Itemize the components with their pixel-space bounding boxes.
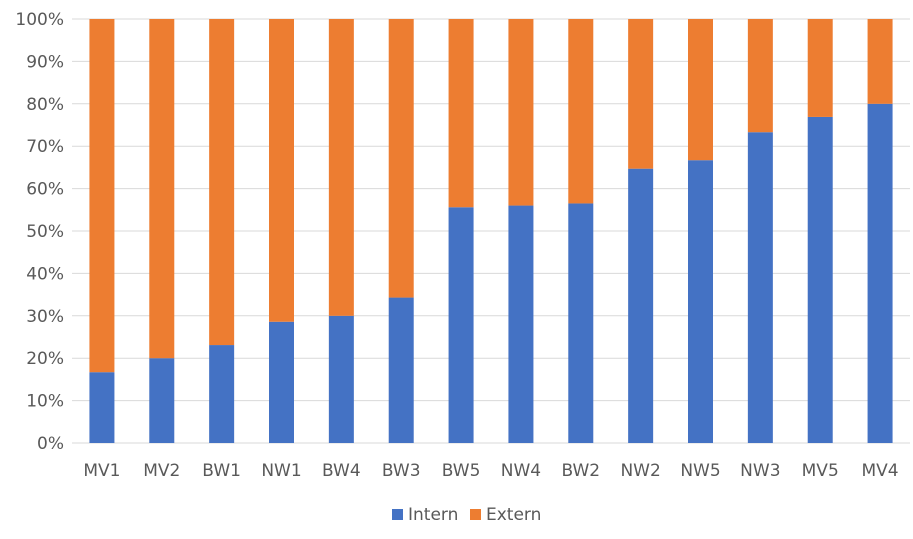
x-tick-label: BW3 (382, 461, 421, 481)
bar-extern-bw2 (568, 19, 594, 204)
legend-swatch-extern (470, 509, 481, 520)
bar-intern-nw4 (508, 205, 534, 443)
bar-intern-mv4 (867, 103, 893, 444)
bar-intern-nw1 (269, 321, 294, 443)
y-tick-label: 90% (26, 52, 64, 72)
y-tick-label: 60% (26, 180, 64, 200)
legend: Intern Extern (392, 505, 541, 525)
bar-intern-bw5 (448, 207, 474, 443)
y-tick-label: 30% (26, 307, 64, 327)
x-tick-label: NW5 (680, 461, 720, 481)
bar-extern-mv1 (89, 19, 115, 373)
legend-label-extern: Extern (486, 505, 541, 525)
bar-intern-mv5 (807, 116, 833, 443)
y-tick-label: 50% (26, 222, 64, 242)
bar-extern-nw3 (747, 19, 773, 133)
bar-extern-bw1 (209, 19, 235, 346)
x-tick-label: NW1 (261, 461, 301, 481)
bar-extern-bw3 (388, 19, 414, 298)
bar-extern-nw2 (628, 19, 654, 169)
y-tick-label: 80% (26, 95, 64, 115)
x-tick-label: NW4 (501, 461, 541, 481)
bar-intern-bw2 (568, 203, 594, 443)
x-tick-label: BW5 (442, 461, 481, 481)
legend-swatch-intern (392, 509, 403, 520)
x-tick-label: MV2 (143, 461, 180, 481)
x-tick-label: BW4 (322, 461, 361, 481)
bar-extern-bw5 (448, 19, 474, 208)
x-tick-label: NW3 (740, 461, 780, 481)
bar-intern-bw1 (209, 345, 235, 443)
bar-extern-mv5 (807, 19, 833, 117)
bar-intern-bw4 (328, 315, 354, 443)
bar-intern-mv1 (89, 372, 115, 443)
y-axis: 0% 10% 20% 30% 40% 50% 60% 70% 80% 90% 100% (15, 10, 64, 454)
x-tick-label: NW2 (620, 461, 660, 481)
y-tick-label: 70% (26, 137, 64, 157)
y-tick-label: 40% (26, 264, 64, 284)
y-tick-label: 20% (26, 349, 64, 369)
bar-extern-mv2 (149, 19, 175, 359)
legend-label-intern: Intern (408, 505, 458, 525)
x-tick-label: MV4 (862, 461, 899, 481)
bar-extern-bw4 (328, 19, 354, 316)
x-tick-label: BW2 (561, 461, 600, 481)
bar-intern-mv2 (149, 358, 175, 443)
y-tick-label: 0% (37, 434, 64, 454)
bar-intern-nw5 (688, 160, 713, 443)
x-tick-label: BW1 (202, 461, 241, 481)
bar-intern-nw2 (628, 168, 654, 443)
y-tick-label: 10% (26, 392, 64, 412)
y-tick-label: 100% (15, 10, 64, 30)
bar-extern-nw4 (508, 19, 534, 206)
bar-extern-mv4 (867, 19, 893, 104)
bar-extern-nw5 (688, 19, 713, 161)
bar-intern-nw3 (747, 132, 773, 443)
x-tick-label: MV1 (83, 461, 120, 481)
bar-intern-bw3 (388, 297, 414, 443)
gridlines (72, 18, 910, 444)
x-tick-label: MV5 (802, 461, 839, 481)
x-axis: MV1 MV2 BW1 NW1 BW4 BW3 BW5 NW4 BW2 NW2 NW5 NW3 MV5 M… (83, 461, 898, 481)
bars (89, 19, 893, 444)
bar-extern-nw1 (269, 19, 294, 322)
